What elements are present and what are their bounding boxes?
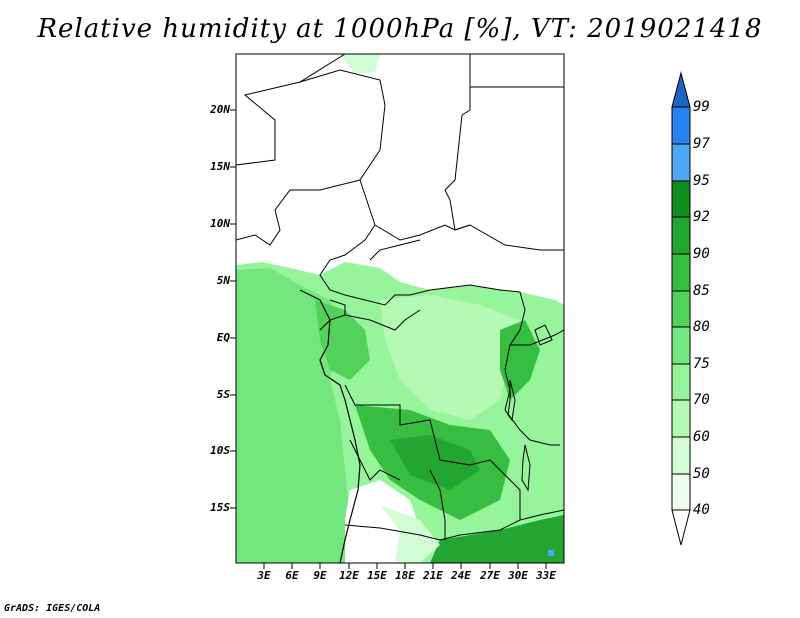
colorbar-label-50: 50 — [693, 466, 710, 482]
lat-label-10n: 10N — [210, 217, 230, 230]
lakes — [507, 324, 553, 492]
rh-85-congo — [315, 300, 370, 380]
colorbar-seg-90 — [671, 253, 691, 292]
colorbar-seg-85 — [671, 290, 691, 328]
colorbar-label-97: 97 — [693, 136, 710, 152]
lon-label-6e: 6E — [285, 569, 299, 582]
lon-label-12e: 12E — [339, 569, 359, 582]
colorbar-top-arrow — [671, 71, 691, 108]
coastline — [299, 289, 361, 563]
colorbar-seg-97 — [671, 143, 691, 182]
lat-label-5n: 5N — [216, 274, 230, 287]
colorbar-seg-70 — [671, 399, 691, 438]
colorbar-label-80: 80 — [693, 319, 710, 335]
plot-border — [235, 53, 565, 564]
rh-high-patch — [548, 550, 554, 556]
colorbar-label-90: 90 — [693, 246, 710, 262]
colorbar-label-40: 40 — [693, 502, 710, 518]
lon-label-3e: 3E — [257, 569, 271, 582]
colorbar-seg-50 — [671, 473, 691, 511]
humidity-field — [236, 54, 564, 563]
grads-credit: GrADS: IGES/COLA — [4, 603, 101, 614]
rh-60-north-patch — [340, 54, 380, 74]
lat-label-15s: 15S — [210, 501, 230, 514]
lon-label-18e: 18E — [395, 569, 415, 582]
rh-75-interior — [380, 295, 520, 420]
lat-label-10s: 10S — [210, 444, 230, 457]
rh-92-se — [430, 515, 564, 563]
colorbar-label-85: 85 — [693, 283, 710, 299]
colorbar-label-95: 95 — [693, 173, 710, 189]
lon-label-24e: 24E — [451, 569, 471, 582]
country-borders — [236, 54, 564, 541]
lat-label-eq: EQ — [216, 331, 230, 344]
lon-ticks — [263, 563, 547, 569]
lon-label-21e: 21E — [423, 569, 443, 582]
colorbar-seg-99 — [671, 106, 691, 145]
colorbar-label-92: 92 — [693, 209, 710, 225]
rh-92-core — [390, 435, 480, 490]
lat-label-15n: 15N — [210, 160, 230, 173]
lon-label-30e: 30E — [508, 569, 528, 582]
colorbar-label-70: 70 — [693, 392, 710, 408]
colorbar-bottom-arrow — [671, 509, 691, 546]
colorbar-seg-75 — [671, 363, 691, 401]
colorbar-label-60: 60 — [693, 429, 710, 445]
rh-50-south — [380, 505, 440, 563]
lat-label-20n: 20N — [210, 103, 230, 116]
lat-ticks — [230, 109, 236, 509]
colorbar-label-75: 75 — [693, 356, 710, 372]
map-title: Relative humidity at 1000hPa [%], VT: 20… — [37, 14, 763, 44]
colorbar — [671, 71, 691, 546]
lon-label-27e: 27E — [480, 569, 500, 582]
colorbar-seg-95 — [671, 180, 691, 218]
lon-label-9e: 9E — [313, 569, 327, 582]
colorbar-seg-92 — [671, 216, 691, 255]
lon-label-33e: 33E — [536, 569, 556, 582]
colorbar-seg-80 — [671, 326, 691, 365]
colorbar-label-99: 99 — [693, 99, 710, 115]
lon-label-15e: 15E — [367, 569, 387, 582]
lat-label-5s: 5S — [216, 388, 230, 401]
colorbar-seg-60 — [671, 436, 691, 475]
